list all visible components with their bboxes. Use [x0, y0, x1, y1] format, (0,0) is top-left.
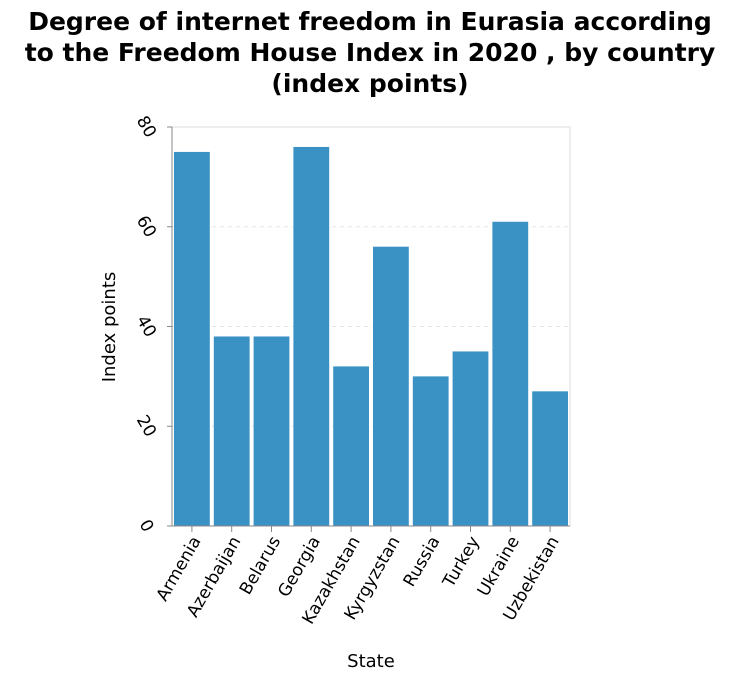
bar-russia — [412, 376, 449, 526]
x-axis: ArmeniaAzerbaijanBelarusGeorgiaKazakhsta… — [153, 525, 570, 628]
bar-turkey — [452, 351, 489, 526]
chart-title-line-3: (index points) — [271, 69, 469, 98]
y-tick-label: 60 — [132, 212, 160, 241]
y-axis-title: Index points — [99, 272, 120, 383]
y-axis: 0 20 40 60 80 — [132, 113, 173, 536]
bar-ukraine — [492, 221, 529, 526]
y-tick-label: 40 — [132, 312, 160, 341]
chart-title-line-1: Degree of internet freedom in Eurasia ac… — [28, 7, 712, 36]
y-tick-label: 80 — [132, 113, 160, 142]
bar-kyrgyzstan — [373, 246, 409, 526]
bar-georgia — [293, 146, 330, 526]
bar-uzbekistan — [532, 391, 568, 526]
bar-azerbaijan — [213, 336, 250, 526]
bar-kazakhstan — [333, 366, 369, 526]
bars — [174, 146, 568, 526]
x-axis-title: State — [347, 651, 395, 672]
x-tick-label: Russia — [400, 533, 445, 590]
y-tick-label: 20 — [132, 412, 160, 441]
bar-armenia — [174, 151, 210, 526]
chart-title: Degree of internet freedom in Eurasia ac… — [0, 6, 740, 99]
bar-belarus — [253, 336, 290, 526]
chart-title-line-2: to the Freedom House Index in 2020 , by … — [24, 38, 716, 67]
y-tick-label: 0 — [135, 516, 158, 535]
